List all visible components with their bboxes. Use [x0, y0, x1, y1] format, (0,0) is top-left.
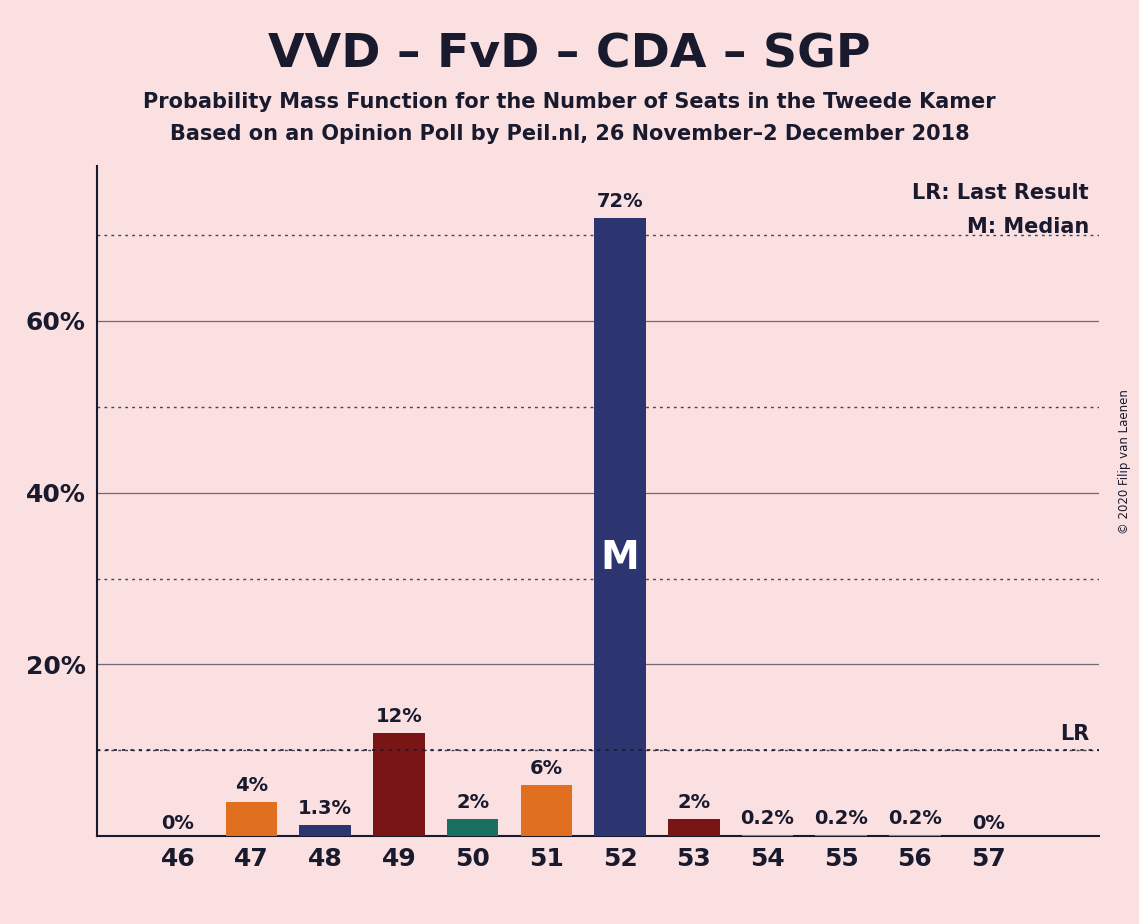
- Text: Based on an Opinion Poll by Peil.nl, 26 November–2 December 2018: Based on an Opinion Poll by Peil.nl, 26 …: [170, 124, 969, 144]
- Text: 0.2%: 0.2%: [814, 808, 868, 828]
- Text: M: Median: M: Median: [967, 216, 1089, 237]
- Text: 0.2%: 0.2%: [740, 808, 794, 828]
- Text: 0.2%: 0.2%: [888, 808, 942, 828]
- Text: VVD – FvD – CDA – SGP: VVD – FvD – CDA – SGP: [268, 32, 871, 78]
- Bar: [890, 834, 941, 836]
- Text: 2%: 2%: [678, 793, 711, 812]
- Text: Probability Mass Function for the Number of Seats in the Tweede Kamer: Probability Mass Function for the Number…: [144, 92, 995, 113]
- Bar: [300, 825, 351, 836]
- Bar: [226, 802, 278, 836]
- Text: © 2020 Filip van Laenen: © 2020 Filip van Laenen: [1118, 390, 1131, 534]
- Text: 12%: 12%: [376, 707, 423, 726]
- Bar: [667, 819, 720, 836]
- Bar: [374, 733, 425, 836]
- Bar: [521, 784, 572, 836]
- Text: 6%: 6%: [530, 759, 563, 778]
- Text: M: M: [600, 539, 639, 577]
- Bar: [446, 819, 499, 836]
- Bar: [595, 218, 646, 836]
- Text: LR: Last Result: LR: Last Result: [912, 183, 1089, 203]
- Text: 1.3%: 1.3%: [298, 799, 352, 818]
- Text: 0%: 0%: [973, 814, 1005, 833]
- Text: 0%: 0%: [162, 814, 195, 833]
- Text: LR: LR: [1060, 723, 1089, 744]
- Text: 72%: 72%: [597, 192, 644, 211]
- Bar: [816, 834, 867, 836]
- Bar: [741, 834, 793, 836]
- Text: 2%: 2%: [456, 793, 490, 812]
- Text: 4%: 4%: [235, 776, 268, 795]
